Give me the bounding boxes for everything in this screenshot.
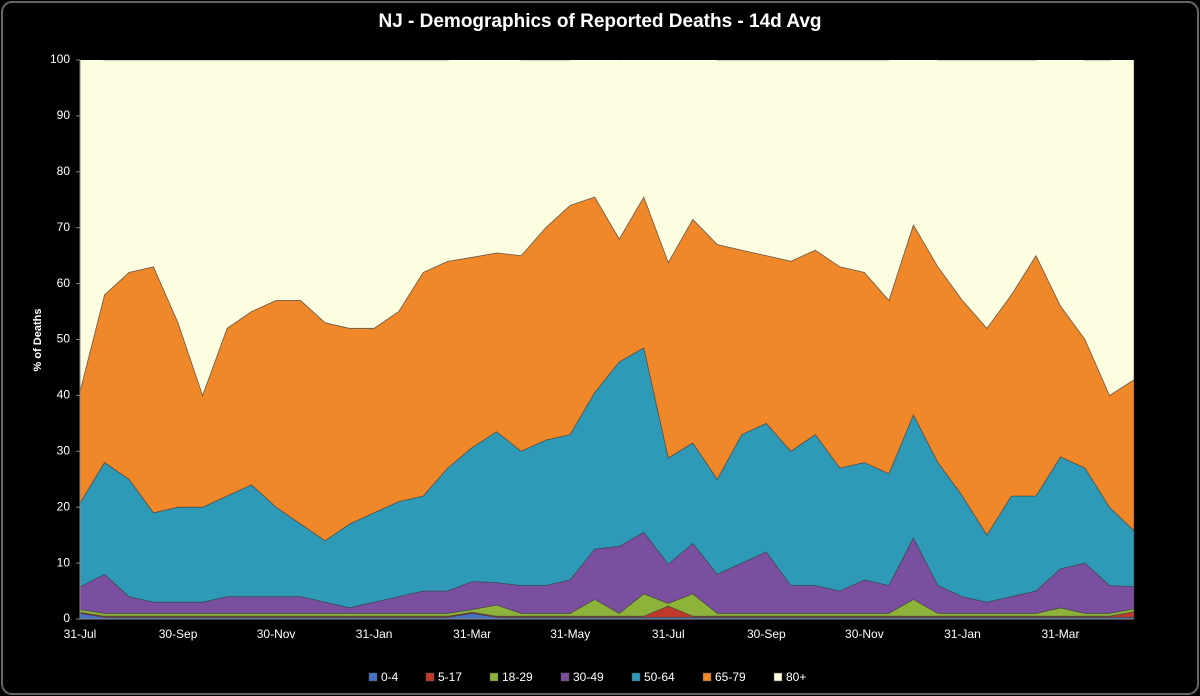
y-tick-label: 20	[57, 499, 71, 513]
area	[80, 60, 1135, 397]
legend-label: 50-64	[644, 670, 675, 684]
chart-title: NJ - Demographics of Reported Deaths - 1…	[378, 11, 821, 32]
legend-swatch	[425, 672, 435, 682]
y-tick-label: 90	[57, 108, 71, 122]
y-tick-label: 60	[57, 276, 71, 290]
x-tick-label: 31-Mar	[453, 627, 491, 641]
legend-swatch	[702, 672, 712, 682]
x-tick-label: 31-Mar	[1041, 627, 1079, 641]
y-tick-label: 100	[50, 52, 70, 66]
x-tick-label: 31-May	[550, 627, 590, 641]
x-tick-label: 31-Jul	[652, 627, 685, 641]
y-tick-label: 40	[57, 388, 71, 402]
legend-swatch	[773, 672, 783, 682]
x-tick-label: 31-Jul	[64, 627, 97, 641]
y-tick-label: 10	[57, 555, 71, 569]
legend-label: 18-29	[502, 670, 533, 684]
x-tick-label: 30-Sep	[159, 627, 198, 641]
x-tick-label: 31-Jan	[944, 627, 981, 641]
legend-swatch	[560, 672, 570, 682]
legend-label: 30-49	[573, 670, 604, 684]
legend-swatch	[489, 672, 499, 682]
x-tick-label: 31-Jan	[356, 627, 393, 641]
legend-swatch	[368, 672, 378, 682]
legend-label: 5-17	[438, 670, 462, 684]
legend-label: 0-4	[381, 670, 399, 684]
legend-label: 65-79	[715, 670, 746, 684]
x-tick-label: 30-Sep	[747, 627, 786, 641]
y-tick-label: 30	[57, 443, 71, 457]
x-tick-label: 30-Nov	[257, 627, 296, 641]
legend-swatch	[631, 672, 641, 682]
legend-label: 80+	[786, 670, 806, 684]
y-axis-label: % of Deaths	[32, 309, 44, 372]
y-tick-label: 80	[57, 164, 71, 178]
y-tick-label: 0	[63, 611, 70, 625]
y-tick-label: 70	[57, 220, 71, 234]
x-tick-label: 30-Nov	[845, 627, 884, 641]
y-tick-label: 50	[57, 332, 71, 346]
plot-area	[80, 60, 1135, 619]
